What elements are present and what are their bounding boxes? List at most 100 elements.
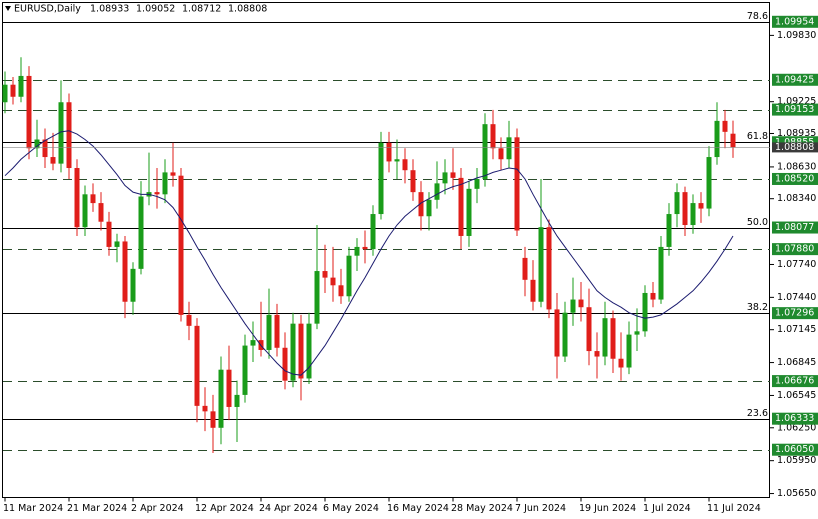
candle-body: [522, 257, 528, 280]
y-tick-label: 1.07440: [777, 292, 816, 303]
candle-body: [538, 227, 544, 302]
x-tick-label: 19 Jun 2024: [579, 503, 636, 514]
current-price-box: [772, 142, 818, 153]
candle-body: [386, 142, 392, 162]
candle-body: [698, 203, 704, 209]
level-price-label: 1.06676: [775, 376, 814, 387]
candle-body: [714, 120, 720, 158]
level-price-label: 1.07880: [775, 244, 814, 255]
candle-body: [18, 75, 24, 97]
level-price-box: [772, 172, 818, 185]
y-tick-label: 1.07145: [777, 324, 816, 335]
x-tick-label: 28 May 2024: [451, 503, 513, 514]
candle-body: [706, 157, 712, 209]
candle-body: [626, 334, 632, 368]
candle-body: [658, 246, 664, 300]
x-tick-label: 11 Jul 2024: [707, 503, 761, 514]
candle-body: [250, 340, 256, 346]
x-tick-label: 2 Apr 2024: [131, 503, 184, 514]
candle-body: [666, 214, 672, 247]
header-high: 1.09052: [136, 4, 175, 15]
candle-body: [514, 137, 520, 231]
candle-body: [370, 214, 376, 250]
candle-body: [354, 246, 360, 256]
candle-body: [394, 159, 400, 162]
level-price-label: 1.06050: [775, 444, 814, 455]
x-tick-label: 6 May 2024: [323, 503, 379, 514]
candle-body: [546, 227, 552, 310]
candle-body: [594, 351, 600, 357]
level-price-label: 1.09954: [775, 16, 814, 27]
candle-body: [650, 292, 656, 300]
level-price-label: 1.09425: [775, 74, 814, 85]
candle-body: [402, 159, 408, 171]
candle-body: [426, 199, 432, 217]
candle-body: [490, 124, 496, 149]
x-tick-label: 1 Jul 2024: [643, 503, 691, 514]
candle-body: [578, 299, 584, 308]
level-price-label: 1.08077: [775, 222, 814, 233]
candle-body: [106, 221, 112, 247]
candle-body: [330, 277, 336, 286]
candle-body: [642, 292, 648, 332]
fib-label: 50.0: [747, 217, 768, 228]
candle-body: [482, 124, 488, 179]
candle-body: [722, 120, 728, 132]
candle-body: [690, 203, 696, 226]
candle-body: [674, 192, 680, 215]
level-price-label: 1.07296: [775, 308, 814, 319]
candle-body: [530, 279, 536, 302]
y-tick-label: 1.05950: [777, 455, 816, 466]
candle-body: [298, 323, 304, 379]
candle-body: [410, 170, 416, 193]
candle-body: [418, 192, 424, 217]
fib-label: 23.6: [747, 408, 768, 419]
candle-body: [290, 323, 296, 381]
candle-body: [570, 299, 576, 313]
x-tick-label: 12 Apr 2024: [195, 503, 254, 514]
level-price-label: 1.09153: [775, 104, 814, 115]
candle-body: [450, 172, 456, 178]
candle-body: [346, 255, 352, 297]
x-tick-label: 16 May 2024: [387, 503, 449, 514]
candle-body: [434, 183, 440, 200]
candle-body: [682, 192, 688, 226]
candle-body: [202, 405, 208, 412]
menu-arrow: [5, 6, 11, 11]
candle-body: [378, 142, 384, 215]
level-price-box: [772, 375, 818, 388]
candle-body: [10, 84, 16, 97]
candle-body: [226, 369, 232, 407]
candle-body: [634, 331, 640, 335]
level-price-label: 1.08520: [775, 173, 814, 184]
level-price-box: [772, 307, 818, 320]
candle-body: [218, 369, 224, 428]
fib-label: 78.6: [747, 11, 768, 22]
level-price-box: [772, 221, 818, 234]
candle-body: [186, 314, 192, 326]
candle-body: [194, 325, 200, 406]
level-price-box: [772, 412, 818, 425]
y-tick-label: 1.06845: [777, 357, 816, 368]
candle-body: [58, 102, 64, 164]
candle-body: [506, 137, 512, 160]
candle-body: [282, 347, 288, 381]
candle-body: [130, 268, 136, 302]
candle-body: [162, 172, 168, 195]
level-price-box: [772, 103, 818, 116]
candle-body: [730, 133, 736, 148]
candle-body: [474, 178, 480, 189]
candle-body: [66, 102, 72, 169]
level-price-label: 1.06333: [775, 413, 814, 424]
candle-body: [602, 318, 608, 357]
moving-average: [4, 130, 734, 376]
candle-body: [610, 318, 616, 359]
candle-body: [114, 241, 120, 247]
level-price-box: [772, 243, 818, 256]
candle-body: [458, 177, 464, 236]
x-tick-label: 21 Mar 2024: [67, 503, 127, 514]
current-price-label: 1.08808: [775, 142, 814, 153]
y-tick-label: 1.05650: [777, 488, 816, 499]
y-tick-label: 1.06250: [777, 422, 816, 433]
